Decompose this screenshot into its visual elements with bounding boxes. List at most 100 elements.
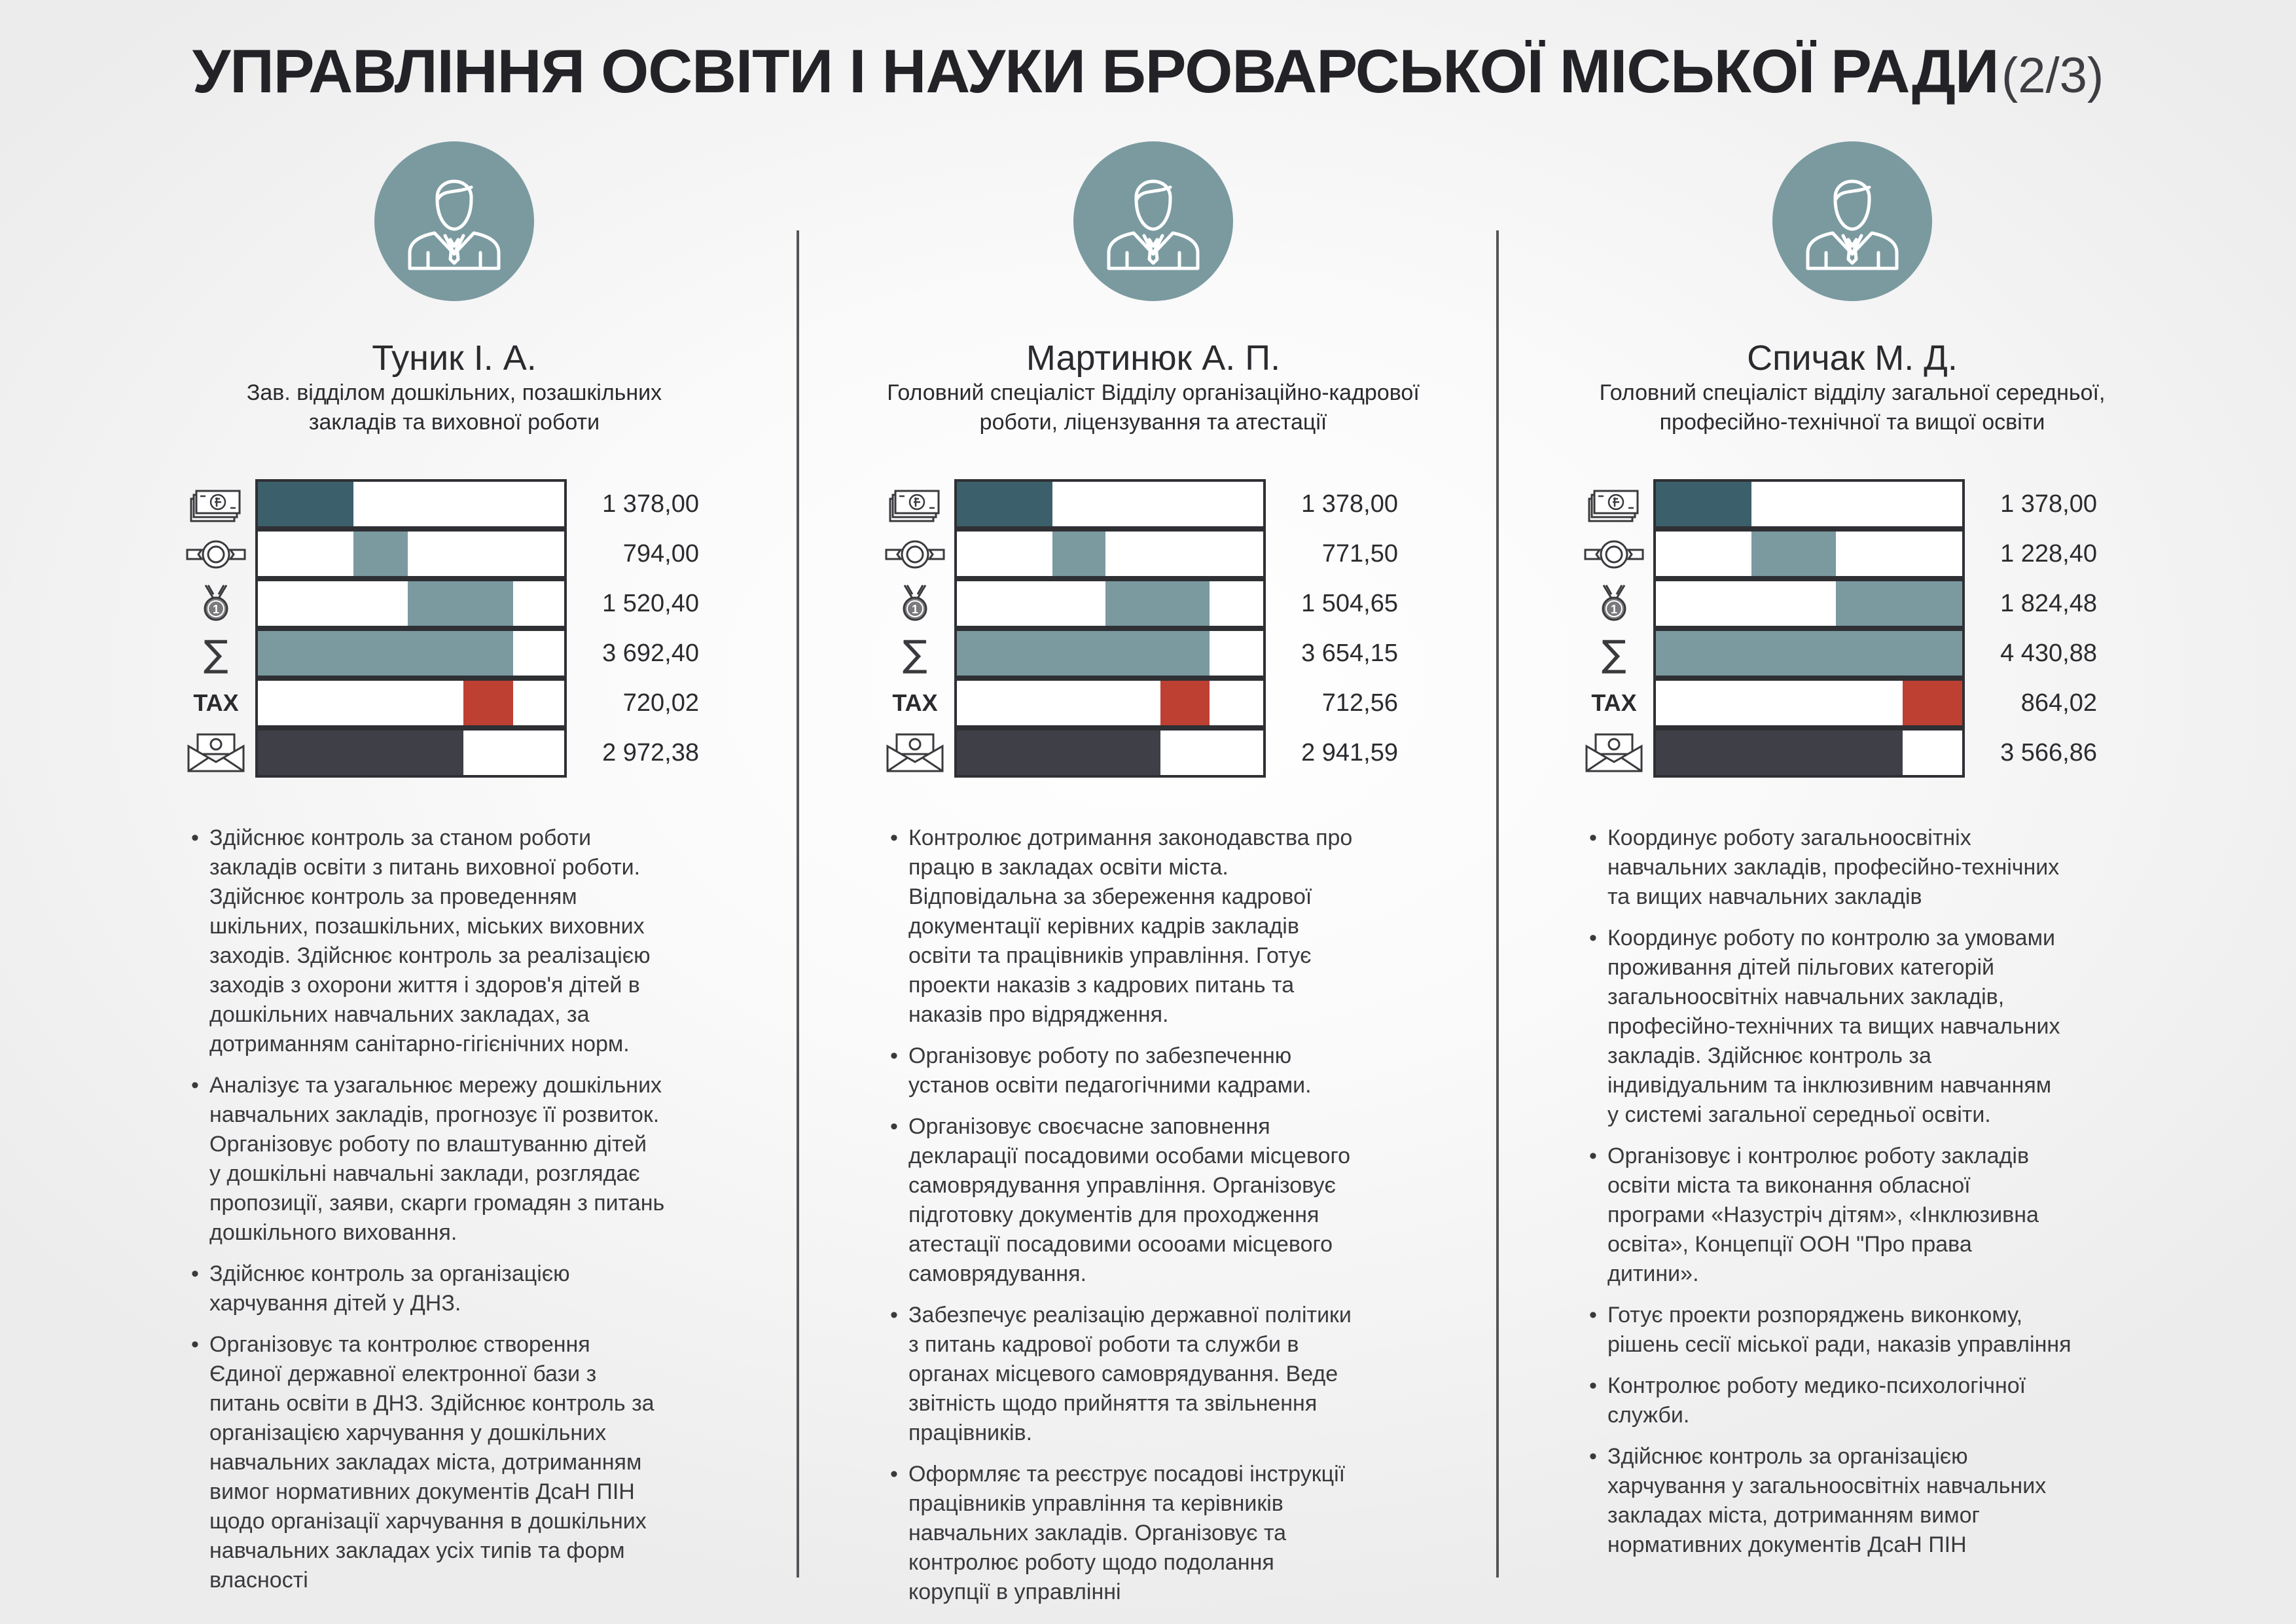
duty-item: • Забезпечує реалізацію державної політик… xyxy=(881,1301,1457,1448)
tax-label: TAX xyxy=(193,689,239,716)
duty-line: звітність щодо прийняття та звільнення xyxy=(908,1391,1318,1416)
salary-bar xyxy=(1653,579,1965,628)
duty-item: • Організовує і контролює роботу закладів… xyxy=(1580,1142,2156,1289)
salary-bar-fill xyxy=(258,631,513,676)
duty-item: • Готує проекти розпоряджень виконкому, рі… xyxy=(1580,1301,2156,1360)
salary-bar xyxy=(1653,728,1965,778)
money-icon xyxy=(889,490,940,522)
duty-line: питань освіти в ДНЗ. Здійснює контроль з… xyxy=(209,1391,655,1416)
salary-bar xyxy=(255,529,567,579)
duty-line: заходів. Здійснює контроль за реалізаціє… xyxy=(209,943,651,968)
salary-bar xyxy=(255,628,567,678)
column-divider xyxy=(1496,230,1499,1578)
duty-line: навчальних закладів. Організовує та xyxy=(908,1521,1287,1545)
sum-icon: ∑ xyxy=(204,633,228,676)
duty-line: навчальних закладів, прогнозує її розвит… xyxy=(209,1102,660,1127)
duty-line: органах місцевого самоврядування. Веде xyxy=(908,1362,1338,1386)
duty-line: шкільних, позашкільних, міських виховних xyxy=(209,914,645,939)
duty-item: • Аналізує та узагальнює мережу дошкільни… xyxy=(182,1071,758,1248)
duty-line: Здійснює контроль за організацією xyxy=(209,1261,570,1286)
money-icon xyxy=(190,490,241,522)
duty-line: Аналізує та узагальнює мережу дошкільних xyxy=(209,1073,662,1098)
salary-value: 2 941,59 xyxy=(1301,739,1398,767)
salary-row-icon: 1 xyxy=(1580,583,1648,624)
duty-line: проживання дітей пільгових категорій xyxy=(1607,955,1994,980)
avatar xyxy=(1772,141,1932,301)
duty-line: освіти та працівників управління. Готує xyxy=(908,943,1312,968)
salary-bar xyxy=(1653,529,1965,579)
duty-line: освіти міста та виконання обласної xyxy=(1607,1173,1971,1198)
duty-line: у системі загальної середньої освіти. xyxy=(1607,1102,1991,1127)
salary-row-icon xyxy=(1580,483,1648,525)
salary-bar-fill xyxy=(1751,532,1837,576)
duty-item: • Оформляє та реєструє посадові інструкці… xyxy=(881,1460,1457,1607)
salary-row-icon xyxy=(1580,732,1648,774)
employee-column: Мартинюк А. П. Головний спеціаліст Відділ… xyxy=(881,0,1580,1624)
salary-value: 3 692,40 xyxy=(602,640,699,667)
column-divider xyxy=(797,230,799,1578)
salary-value: 1 520,40 xyxy=(602,590,699,617)
avatar xyxy=(374,141,534,301)
employee-position: Зав. відділом дошкільних, позашкільних за… xyxy=(182,378,726,437)
duty-line: працівників. xyxy=(908,1420,1033,1445)
salary-value: 794,00 xyxy=(622,540,699,568)
salary-bar xyxy=(255,728,567,778)
salary-row-icon xyxy=(182,732,250,774)
employee-position-line: Зав. відділом дошкільних, позашкільних xyxy=(246,380,662,405)
duty-line: працю в закладах освіти міста. xyxy=(908,855,1229,880)
salary-value: 771,50 xyxy=(1321,540,1398,568)
bullet-icon: • xyxy=(191,1261,199,1286)
duty-line: у дошкільні навчальні заклади, розглядає xyxy=(209,1161,640,1186)
duty-line: навчальних закладах усіх типів та форм xyxy=(209,1538,625,1563)
duty-line: Контролює роботу медико-психологічної xyxy=(1607,1373,2026,1398)
page-title: УПРАВЛІННЯ ОСВІТИ І НАУКИ БРОВАРСЬКОЇ МІ… xyxy=(0,29,2296,132)
salary-bar-fill xyxy=(1105,581,1210,626)
svg-text:∑: ∑ xyxy=(204,633,228,674)
duty-line: та вищих навчальних закладів xyxy=(1607,884,1922,909)
duty-line: закладів. Здійснює контроль за xyxy=(1607,1043,1931,1068)
svg-text:1: 1 xyxy=(1611,603,1617,616)
duty-line: декларації посадовими особами місцевого xyxy=(908,1144,1351,1168)
avatar xyxy=(1073,141,1233,301)
salary-value: 1 504,65 xyxy=(1301,590,1398,617)
duty-line: Відповідальна за збереження кадрової xyxy=(908,884,1312,909)
employee-position: Головний спеціаліст Відділу організаційн… xyxy=(881,378,1426,437)
duty-line: підготовку документів для проходження xyxy=(908,1202,1319,1227)
sum-icon: ∑ xyxy=(903,633,927,676)
duty-line: вимог нормативних документів ДсаН ПІН xyxy=(209,1479,635,1504)
sum-icon: ∑ xyxy=(1602,633,1626,676)
salary-bar-fill xyxy=(1160,681,1210,725)
duty-line: професійно-технічних та вищих навчальних xyxy=(1607,1014,2060,1039)
medal-icon: 1 xyxy=(204,585,228,621)
bullet-icon: • xyxy=(1589,1444,1597,1469)
duty-line: індивідуальним та інклюзивним навчанням xyxy=(1607,1073,2052,1098)
duty-line: Здійснює контроль за станом роботи xyxy=(209,825,592,850)
duty-line: Контролює дотримання законодавства про xyxy=(908,825,1353,850)
duties-list: • Координує роботу загальноосвітніх навчал… xyxy=(1580,823,2156,1572)
salary-bar xyxy=(954,479,1266,529)
duty-line: Організовує та контролює створення xyxy=(209,1332,590,1357)
salary-row-icon: 1 xyxy=(182,583,250,624)
tax-label: TAX xyxy=(1591,689,1637,716)
duty-line: Здійснює контроль за проведенням xyxy=(209,884,577,909)
salary-bar xyxy=(954,579,1266,628)
duty-line: дошкільного виховання. xyxy=(209,1220,457,1245)
bullet-icon: • xyxy=(1589,926,1597,950)
duty-line: Координує роботу загальноосвітніх xyxy=(1607,825,1971,850)
duties-list: • Здійснює контроль за станом роботи закла… xyxy=(182,823,758,1607)
svg-text:1: 1 xyxy=(213,603,219,616)
bullet-icon: • xyxy=(191,825,199,850)
salary-row-icon xyxy=(1580,533,1648,575)
bullet-icon: • xyxy=(191,1073,199,1098)
medal-icon: 1 xyxy=(1602,585,1626,621)
salary-value: 1 378,00 xyxy=(602,490,699,518)
salary-bar xyxy=(255,479,567,529)
salary-value: 1 228,40 xyxy=(2000,540,2097,568)
salary-bar-fill xyxy=(1902,681,1962,725)
person-icon xyxy=(1806,179,1899,270)
envelope-money-icon xyxy=(886,733,944,772)
duty-line: Оформляє та реєструє посадові інструкції xyxy=(908,1462,1346,1487)
salary-bar-fill xyxy=(957,731,1160,775)
tax-label: TAX xyxy=(892,689,938,716)
duty-line: Організовує своєчасне заповнення xyxy=(908,1114,1270,1139)
